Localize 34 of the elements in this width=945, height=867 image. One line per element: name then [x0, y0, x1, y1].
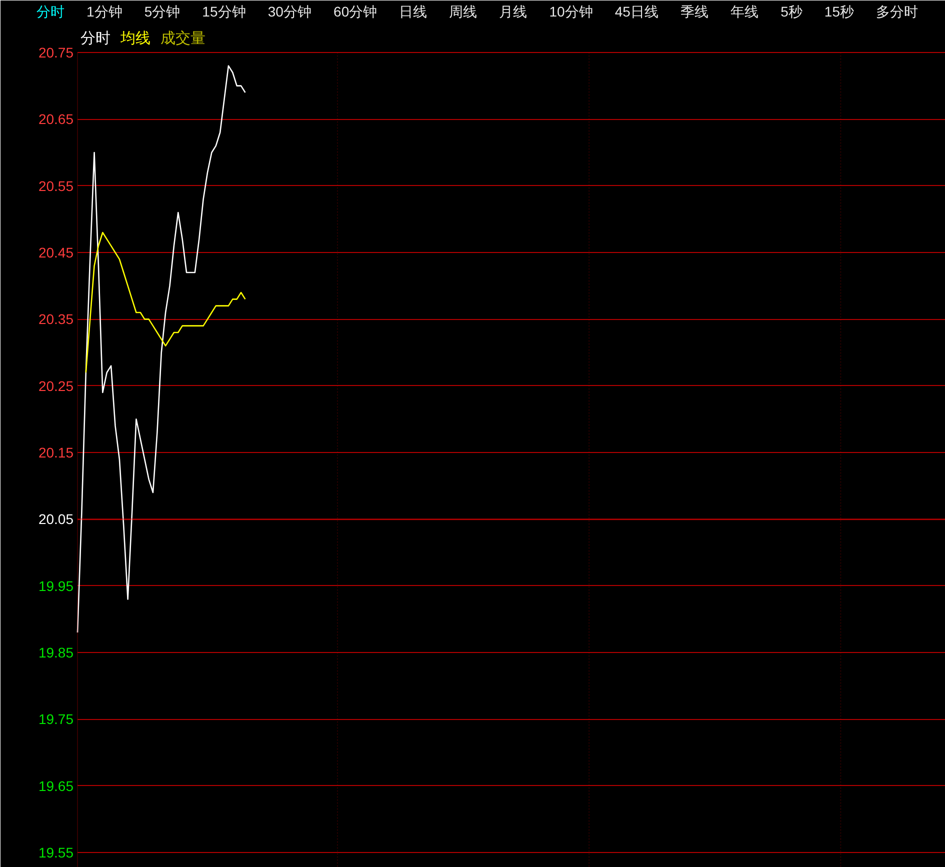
y-tick-label: 19.95: [38, 578, 74, 594]
y-tick-label: 19.75: [38, 711, 74, 728]
text: 45日线: [614, 4, 658, 20]
y-tick-label: 20.25: [38, 378, 74, 394]
text: 10分钟: [549, 4, 593, 20]
y-tick-label: 20.65: [38, 111, 74, 128]
text: 5秒: [780, 4, 802, 20]
y-tick-label: 20.75: [38, 44, 74, 60]
text: 季线: [680, 4, 709, 20]
text: 多分时: [876, 4, 918, 20]
text: 30分钟: [268, 4, 312, 20]
text: 15秒: [824, 4, 854, 20]
y-tick-label: 20.45: [38, 244, 74, 260]
text: 月线: [499, 4, 528, 20]
y-tick-label: 20.55: [38, 178, 74, 194]
y-tick-label: 19.85: [38, 644, 74, 660]
text: 分时: [80, 30, 110, 47]
text: 分时: [36, 4, 64, 20]
text: 年线: [730, 4, 759, 20]
y-tick-label: 20.35: [38, 311, 74, 328]
legend-label: 成交量: [160, 30, 206, 47]
text: 15分钟: [202, 4, 246, 20]
y-tick-label: 20.05: [38, 511, 74, 528]
text: 1分钟: [86, 4, 122, 20]
y-tick-label: 19.65: [38, 778, 74, 794]
text: 60分钟: [334, 4, 378, 20]
y-tick-label: 19.55: [38, 844, 74, 860]
line-series: [76, 65, 246, 634]
text: 周线: [449, 4, 478, 20]
text: 5分钟: [144, 4, 180, 20]
line-series: [85, 232, 246, 374]
y-tick-label: 20.15: [38, 444, 74, 460]
text: 均线: [120, 30, 150, 47]
text: 日线: [399, 4, 428, 20]
